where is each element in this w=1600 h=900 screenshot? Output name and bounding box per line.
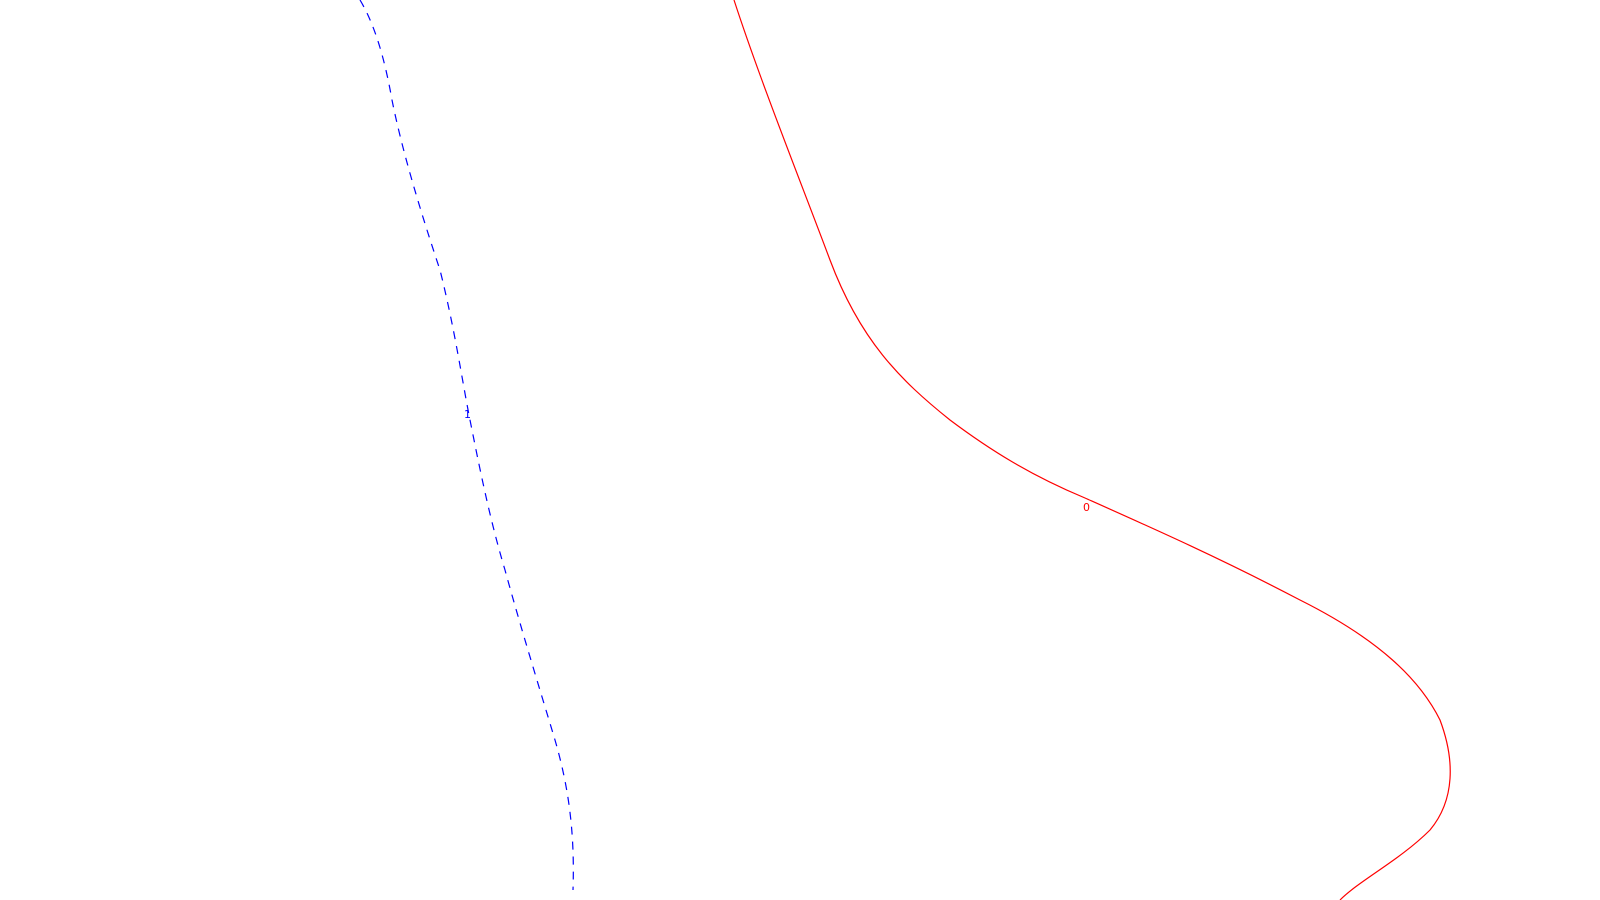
contour-label-1: 1 [464,408,471,421]
contour-line-1 [359,0,574,891]
contour-label-0: 0 [1083,501,1090,514]
contour-line-0 [733,0,1451,900]
